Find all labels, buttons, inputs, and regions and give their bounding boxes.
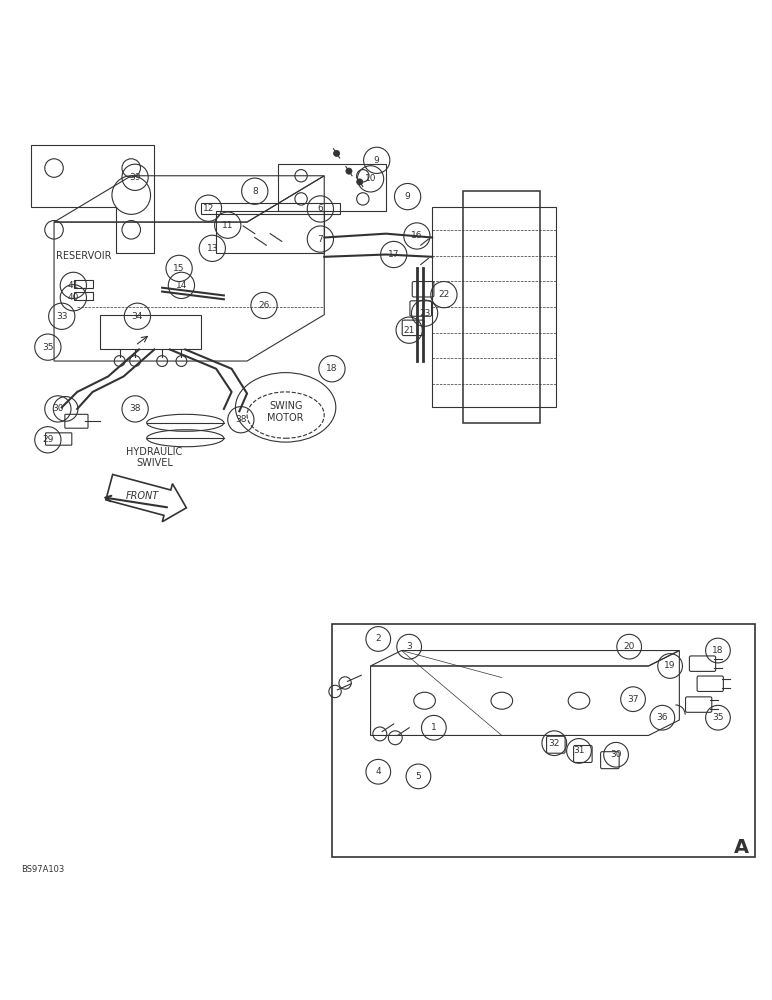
Text: 29: 29 (42, 435, 53, 444)
Text: 4: 4 (375, 767, 381, 776)
Text: SWING
MOTOR: SWING MOTOR (267, 401, 304, 423)
Text: RESERVOIR: RESERVOIR (56, 251, 111, 261)
Text: 9: 9 (374, 156, 380, 165)
Text: FRONT: FRONT (126, 491, 160, 501)
Text: 19: 19 (665, 661, 676, 670)
Text: 8: 8 (252, 187, 258, 196)
Text: 38: 38 (130, 404, 141, 413)
Text: 40: 40 (68, 293, 79, 302)
Text: 18: 18 (327, 364, 337, 373)
Text: 14: 14 (176, 281, 187, 290)
Text: 6: 6 (317, 204, 323, 213)
Text: 16: 16 (411, 231, 422, 240)
Text: 12: 12 (203, 204, 214, 213)
Text: 10: 10 (365, 174, 376, 183)
Text: A: A (733, 838, 749, 857)
Text: 2: 2 (375, 634, 381, 643)
Text: 3: 3 (406, 642, 412, 651)
Text: 17: 17 (388, 250, 399, 259)
Bar (74, 292, 93, 300)
Text: 11: 11 (222, 221, 233, 230)
Text: 31: 31 (574, 746, 584, 755)
Text: 41: 41 (68, 281, 79, 290)
Bar (74, 280, 93, 288)
Text: 34: 34 (132, 312, 143, 321)
Text: 21: 21 (404, 326, 415, 335)
Text: 33: 33 (56, 312, 67, 321)
Text: 37: 37 (628, 695, 638, 704)
Text: 39: 39 (130, 173, 141, 182)
Text: 18: 18 (713, 646, 723, 655)
Text: 20: 20 (624, 642, 635, 651)
Text: 35: 35 (42, 343, 53, 352)
Text: 9: 9 (405, 192, 411, 201)
Circle shape (357, 179, 363, 185)
Text: 7: 7 (317, 235, 323, 244)
Text: 35: 35 (713, 713, 723, 722)
Circle shape (334, 150, 340, 156)
Text: 13: 13 (207, 244, 218, 253)
Text: 32: 32 (549, 739, 560, 748)
Text: 30: 30 (611, 750, 621, 759)
Text: 30: 30 (52, 404, 63, 413)
Text: 26: 26 (259, 301, 269, 310)
Text: 1: 1 (431, 723, 437, 732)
Text: 22: 22 (438, 290, 449, 299)
Text: BS97A103: BS97A103 (22, 865, 65, 874)
Text: 5: 5 (415, 772, 422, 781)
Text: HYDRAULIC
SWIVEL: HYDRAULIC SWIVEL (127, 447, 182, 468)
Text: 23: 23 (419, 309, 430, 318)
Circle shape (346, 168, 352, 174)
Bar (332, 624, 755, 857)
Text: 36: 36 (657, 713, 668, 722)
Text: 38: 38 (235, 415, 246, 424)
Text: 15: 15 (174, 264, 185, 273)
